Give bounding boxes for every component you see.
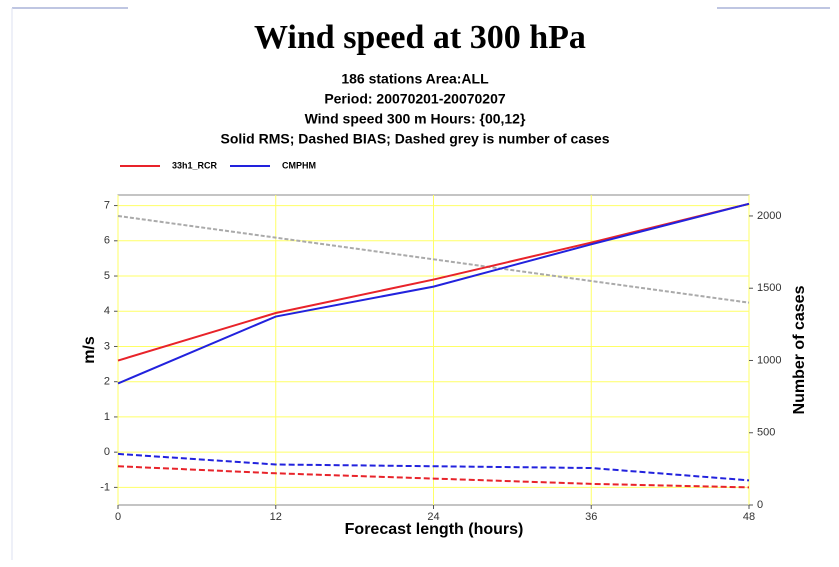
y2-tick-label: 1000 — [757, 354, 781, 366]
y-axis-label: m/s — [81, 336, 98, 364]
legend-label: 33h1_RCR — [172, 160, 218, 170]
y2-tick-label: 500 — [757, 427, 775, 439]
y2-tick-label: 1500 — [757, 282, 781, 294]
bias-line — [117, 465, 750, 489]
chart-title: Wind speed at 300 hPa — [254, 19, 586, 56]
y-tick-label: -1 — [100, 481, 110, 493]
y2-tick-label: 0 — [757, 499, 763, 511]
legend-label: CMPHM — [282, 160, 316, 170]
x-tick-label: 24 — [427, 511, 439, 523]
y-tick-label: 3 — [104, 340, 110, 352]
x-tick-label: 0 — [115, 511, 121, 523]
subtitle: Solid RMS; Dashed BIAS; Dashed grey is n… — [221, 131, 610, 147]
y2-axis-label: Number of cases — [791, 285, 808, 414]
cases-line — [117, 214, 750, 304]
y-tick-label: 2 — [104, 376, 110, 388]
x-tick-label: 12 — [270, 511, 282, 523]
y-tick-label: 4 — [104, 305, 110, 317]
y-tick-label: 5 — [104, 270, 110, 282]
y-tick-label: 0 — [104, 446, 110, 458]
bias-line — [117, 452, 750, 482]
y-tick-label: 6 — [104, 235, 110, 247]
x-tick-label: 48 — [743, 511, 755, 523]
y-tick-label: 1 — [104, 411, 110, 423]
y2-tick-label: 2000 — [757, 210, 781, 222]
rms-line — [117, 202, 750, 385]
subtitle: 186 stations Area:ALL — [341, 71, 489, 87]
subtitle: Period: 20070201-20070207 — [324, 91, 506, 107]
y-tick-label: 7 — [104, 199, 110, 211]
subtitle: Wind speed 300 m Hours: {00,12} — [305, 111, 526, 127]
x-tick-label: 36 — [585, 511, 597, 523]
x-axis-label: Forecast length (hours) — [345, 521, 524, 538]
rms-line — [117, 202, 750, 362]
